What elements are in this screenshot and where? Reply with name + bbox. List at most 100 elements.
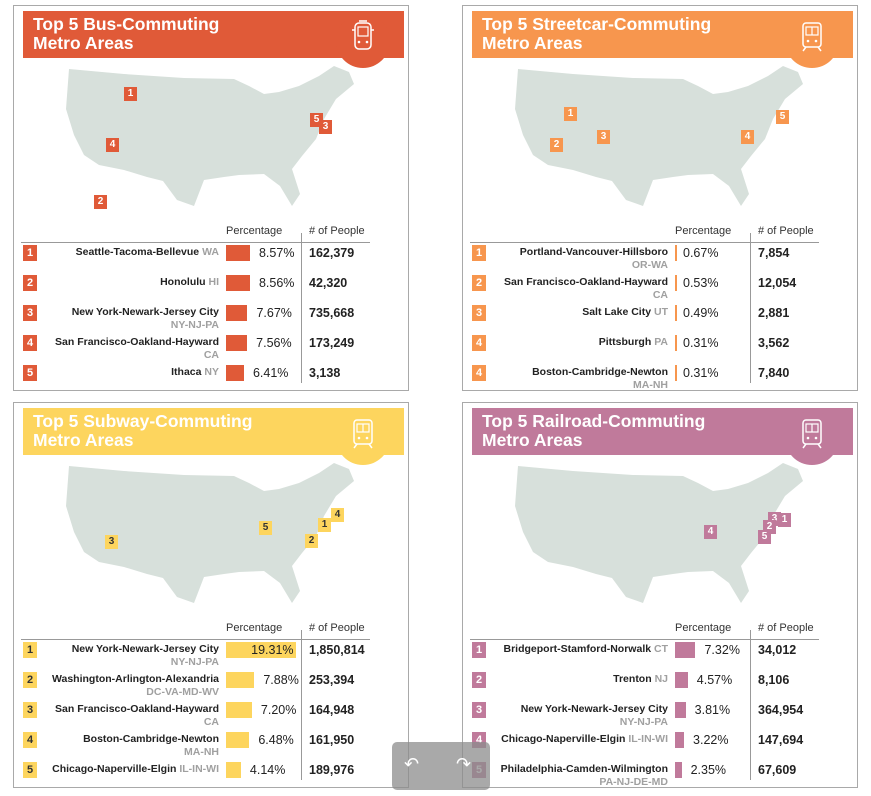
metro-state: MA-NH <box>184 746 219 758</box>
people-column-header: # of People <box>309 225 365 237</box>
map-marker: 4 <box>106 138 119 152</box>
rank-badge: 3 <box>472 702 486 718</box>
percentage-value: 6.48% <box>258 733 294 747</box>
panel-title: Top 5 Streetcar-Commuting Metro Areas <box>482 15 782 53</box>
map-marker: 1 <box>318 518 331 532</box>
metro-state: WA <box>202 246 219 258</box>
percentage-value: 7.67% <box>256 306 292 320</box>
percentage-column-header: Percentage <box>226 622 283 634</box>
railroad-icon <box>785 411 839 465</box>
table-row: 3 New York-Newark-Jersey City NY-NJ-PA 3.81… <box>463 702 859 732</box>
panel-bus: Top 5 Bus-Commuting Metro Areas 1 5 3 4 2 Perce… <box>13 5 409 391</box>
people-count: 735,668 <box>309 306 355 320</box>
metro-name-text: Pittsburgh <box>598 336 652 348</box>
us-map-shape <box>66 66 354 206</box>
table-row: 1 Seattle-Tacoma-Bellevue WA 8.57% 162,379 <box>14 245 410 275</box>
us-map <box>64 64 364 219</box>
navigation-overlay: ↶ ↷ <box>392 742 490 790</box>
metro-name: San Francisco-Oakland-Hayward CA <box>55 703 219 729</box>
us-map-shape <box>515 463 803 603</box>
people-count: 34,012 <box>758 643 797 657</box>
panel-subway: Top 5 Subway-Commuting Metro Areas 4 5 1 3 2 Pe… <box>13 402 409 788</box>
people-count: 173,249 <box>309 336 355 350</box>
people-count: 67,609 <box>758 763 797 777</box>
table-row: 4 Boston-Cambridge-Newton MA-NH 0.31% 7,840 <box>463 365 859 395</box>
percentage-value: 0.53% <box>683 276 719 290</box>
percentage-value: 2.35% <box>690 763 727 777</box>
rank-badge: 2 <box>23 672 37 688</box>
table-row: 4 San Francisco-Oakland-Hayward CA 7.56% 173… <box>14 335 410 365</box>
column-divider <box>750 233 751 383</box>
metro-state: CA <box>203 349 219 361</box>
percentage-column-header: Percentage <box>675 225 732 237</box>
map-marker: 2 <box>94 195 107 209</box>
percentage-value: 19.31% <box>251 643 294 657</box>
metro-name-text: Boston-Cambridge-Newton <box>83 733 219 745</box>
metro-name-text: New York-Newark-Jersey City <box>71 643 219 655</box>
metro-name: Seattle-Tacoma-Bellevue WA <box>76 246 219 259</box>
map-marker: 4 <box>331 508 344 522</box>
percentage-bar <box>675 702 686 718</box>
table-row: 3 Salt Lake City UT 0.49% 2,881 <box>463 305 859 335</box>
undo-arrow-icon[interactable]: ↶ <box>404 754 420 774</box>
percentage-value: 7.56% <box>256 336 292 350</box>
metro-name-text: Salt Lake City <box>582 306 652 318</box>
people-count: 7,854 <box>758 246 790 260</box>
metro-state: CT <box>654 643 668 655</box>
metro-name: Washington-Arlington-Alexandria DC-VA-MD-… <box>52 673 219 699</box>
percentage-bar <box>675 275 677 291</box>
percentage-value: 3.22% <box>693 733 729 747</box>
people-count: 42,320 <box>309 276 348 290</box>
us-map <box>64 461 364 616</box>
people-column-header: # of People <box>309 622 365 634</box>
people-count: 162,379 <box>309 246 355 260</box>
percentage-bar <box>226 732 250 748</box>
people-count: 8,106 <box>758 673 790 687</box>
metro-name: Salt Lake City UT <box>582 306 668 319</box>
map-marker: 3 <box>105 535 118 549</box>
people-count: 147,694 <box>758 733 804 747</box>
metro-name-text: Ithaca <box>171 366 202 378</box>
redo-arrow-icon[interactable]: ↷ <box>456 754 472 774</box>
metro-state: NY <box>204 366 219 378</box>
percentage-value: 7.20% <box>260 703 297 717</box>
metro-state: NY-NJ-PA <box>170 319 219 331</box>
title-line-2: Metro Areas <box>482 430 583 450</box>
metro-state: IL-IN-WI <box>628 733 668 745</box>
us-map-shape <box>515 66 803 206</box>
percentage-bar <box>675 305 677 321</box>
metro-name-text: Portland-Vancouver-Hillsboro <box>519 246 668 258</box>
table-row: 3 New York-Newark-Jersey City NY-NJ-PA 7.67… <box>14 305 410 335</box>
header-divider <box>21 639 370 640</box>
title-line-1: Top 5 Railroad-Commuting <box>482 411 706 431</box>
metro-state: PA-NJ-DE-MD <box>599 776 668 788</box>
column-divider <box>301 630 302 780</box>
column-divider <box>750 630 751 780</box>
title-line-2: Metro Areas <box>33 33 134 53</box>
metro-name-text: San Francisco-Oakland-Hayward <box>55 336 219 348</box>
metro-state: PA <box>654 336 668 348</box>
percentage-bar <box>675 642 696 658</box>
subway-icon <box>336 411 390 465</box>
percentage-value: 3.81% <box>694 703 731 717</box>
metro-name: Chicago-Naperville-Elgin IL-IN-WI <box>52 763 219 776</box>
metro-state: MA-NH <box>633 379 668 391</box>
panel-streetcar: Top 5 Streetcar-Commuting Metro Areas 1 5 3 4… <box>462 5 858 391</box>
map-marker: 4 <box>741 130 754 144</box>
percentage-value: 0.31% <box>683 366 719 380</box>
metro-name: New York-Newark-Jersey City NY-NJ-PA <box>521 703 668 729</box>
percentage-column-header: Percentage <box>675 622 732 634</box>
us-map <box>513 461 813 616</box>
title-line-2: Metro Areas <box>33 430 134 450</box>
table-row: 2 Washington-Arlington-Alexandria DC-VA-MD… <box>14 672 410 702</box>
percentage-bar <box>226 642 296 658</box>
metro-name-text: Chicago-Naperville-Elgin <box>501 733 626 745</box>
streetcar-icon <box>785 14 839 68</box>
people-count: 253,394 <box>309 673 355 687</box>
rank-badge: 3 <box>472 305 486 321</box>
metro-name-text: Bridgeport-Stamford-Norwalk <box>503 643 652 655</box>
rank-badge: 3 <box>23 702 37 718</box>
table-row: 1 Bridgeport-Stamford-Norwalk CT 7.32% 34,0… <box>463 642 859 672</box>
title-line-2: Metro Areas <box>482 33 583 53</box>
people-count: 12,054 <box>758 276 797 290</box>
